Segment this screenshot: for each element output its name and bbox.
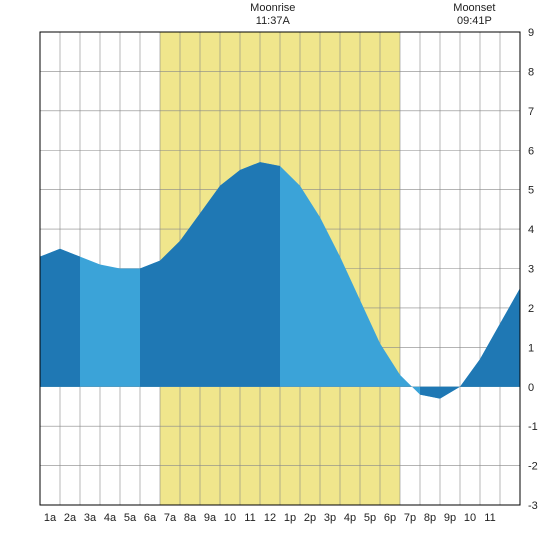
y-tick-label: 8 [528,66,534,78]
y-tick-label: 1 [528,342,534,354]
tide-area-dark [40,249,80,387]
x-tick-label: 10 [224,512,236,524]
x-tick-label: 4a [104,512,117,524]
x-tick-label: 8p [424,512,436,524]
annotation-time: 11:37A [248,15,298,28]
x-tick-label: 7p [404,512,416,524]
chart-svg: -3-2-101234567891a2a3a4a5a6a7a8a9a101112… [0,0,550,550]
x-tick-label: 5p [364,512,376,524]
x-tick-label: 6p [384,512,396,524]
x-tick-label: 9a [204,512,217,524]
annotation-label: Moonrise [248,2,298,15]
y-tick-label: 6 [528,145,534,157]
y-tick-label: 4 [528,224,534,236]
y-tick-label: -1 [528,421,538,433]
x-tick-label: 10 [464,512,476,524]
moon-annotation: Moonset09:41P [449,2,499,28]
x-tick-label: 11 [244,512,255,524]
x-tick-label: 8a [184,512,197,524]
y-tick-label: 2 [528,303,534,315]
y-tick-label: 7 [528,106,534,118]
annotation-label: Moonset [449,2,499,15]
tide-chart: -3-2-101234567891a2a3a4a5a6a7a8a9a101112… [0,0,550,550]
x-tick-label: 2p [304,512,316,524]
x-tick-label: 3p [324,512,336,524]
x-tick-label: 2a [64,512,77,524]
x-tick-label: 7a [164,512,177,524]
x-tick-label: 5a [124,512,137,524]
y-tick-label: -2 [528,461,538,473]
x-tick-label: 1p [284,512,296,524]
annotation-time: 09:41P [449,15,499,28]
y-tick-label: 3 [528,264,534,276]
x-tick-label: 1a [44,512,57,524]
y-tick-label: 0 [528,382,534,394]
x-tick-label: 3a [84,512,97,524]
x-tick-label: 4p [344,512,356,524]
x-tick-label: 6a [144,512,157,524]
x-tick-label: 12 [264,512,276,524]
moon-annotation: Moonrise11:37A [248,2,298,28]
x-tick-label: 11 [484,512,495,524]
y-tick-label: 5 [528,185,534,197]
y-tick-label: 9 [528,27,534,39]
y-tick-label: -3 [528,500,538,512]
x-tick-label: 9p [444,512,456,524]
